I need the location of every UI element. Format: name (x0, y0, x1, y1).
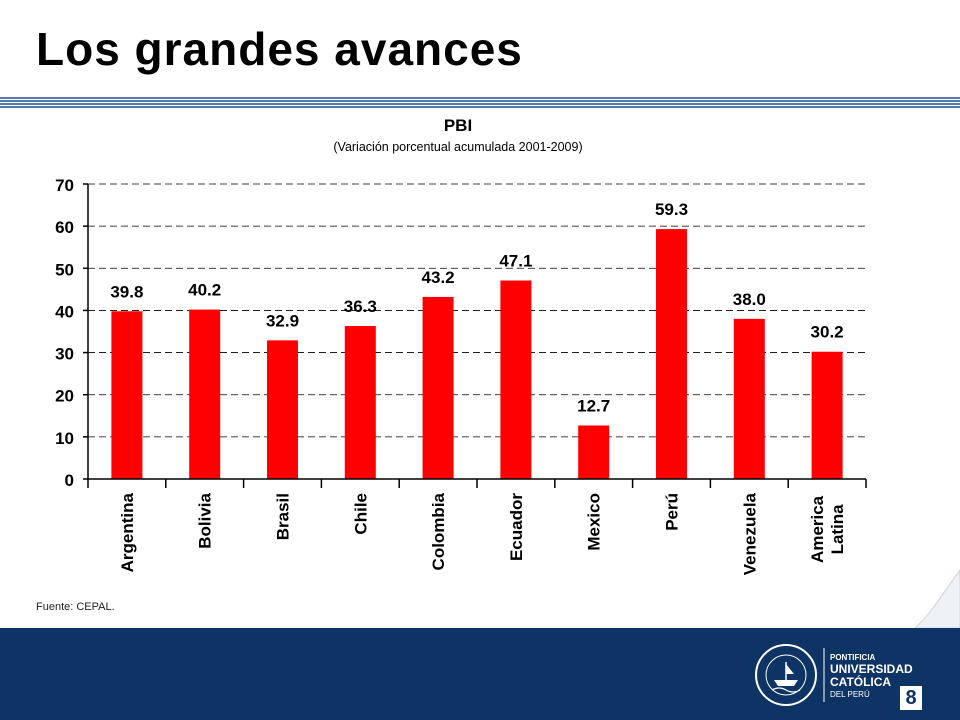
category-label: Mexico (585, 493, 604, 551)
bar (500, 280, 532, 479)
category-label-line: Perú (663, 493, 682, 531)
footer-band (0, 628, 960, 720)
gridlines (88, 183, 866, 438)
category-label-line: Venezuela (740, 492, 759, 575)
university-line4: DEL PERÚ (830, 690, 870, 699)
bar (578, 425, 610, 479)
data-label: 43.2 (422, 268, 455, 287)
university-line2: UNIVERSIDAD (830, 662, 913, 676)
category-label-text: Bolivia (196, 492, 215, 548)
category-label-line: Mexico (585, 493, 604, 551)
data-label: 40.2 (188, 281, 221, 300)
category-label-line: Latina (828, 504, 847, 555)
y-tick-label: 70 (55, 176, 74, 195)
title-rule (0, 97, 960, 108)
bar (344, 326, 376, 479)
data-label: 39.8 (110, 282, 143, 301)
category-label: Bolivia (196, 492, 215, 548)
y-tick-label: 30 (55, 345, 74, 364)
category-label-line: America (808, 495, 827, 563)
university-line1: PONTIFICIA (830, 653, 876, 662)
bars (111, 229, 843, 479)
category-label: Chile (351, 493, 370, 535)
source-note: Fuente: CEPAL. (36, 601, 115, 613)
y-tick-label: 50 (55, 260, 74, 279)
value-labels: 39.8 40.2 32.9 36.3 43.2 47.1 12.7 59.3 38.0 30.2 (110, 200, 843, 415)
bar (189, 309, 221, 479)
university-line3: CATÓLICA (830, 674, 891, 689)
university-logo: PONTIFICIA UNIVERSIDAD CATÓLICA DEL PERÚ (755, 644, 913, 706)
category-label-text: Colombia (429, 492, 448, 570)
category-label-text: Ecuador (507, 493, 526, 561)
bar (733, 318, 765, 479)
category-label: Colombia (429, 492, 448, 570)
category-label-text: Perú (663, 493, 682, 531)
data-label: 38.0 (733, 290, 766, 309)
y-tick-label: 20 (55, 387, 74, 406)
y-tick-label: 0 (65, 471, 74, 490)
category-labels: Argentina Bolivia Brasil Chile Colombia Ecuad… (118, 492, 847, 575)
category-label: AmericaLatina (808, 495, 847, 563)
category-label-line: Chile (351, 493, 370, 535)
slide-title: Los grandes avances (36, 23, 523, 75)
category-label-line: Ecuador (507, 493, 526, 561)
page-number: 8 (900, 686, 922, 710)
y-tick-label: 60 (55, 218, 74, 237)
data-label: 32.9 (266, 311, 299, 330)
data-label: 30.2 (811, 323, 844, 342)
category-label: Ecuador (507, 493, 526, 561)
chart-title: PBI (444, 116, 472, 135)
bar (267, 340, 298, 479)
chart-subtitle: (Variación porcentual acumulada 2001-200… (333, 140, 582, 154)
bar (422, 296, 454, 479)
data-label: 47.1 (499, 252, 532, 271)
bar-chart: PBI (Variación porcentual acumulada 2001… (55, 116, 867, 575)
category-label-line: Bolivia (196, 492, 215, 548)
category-label: Venezuela (740, 492, 759, 575)
category-label: Brasil (274, 493, 293, 540)
category-label-text: AmericaLatina (808, 495, 847, 563)
y-tick-labels: 0 10 20 30 40 50 60 70 (55, 176, 74, 490)
category-label-line: Colombia (429, 492, 448, 570)
bar (811, 351, 843, 479)
category-label-text: Brasil (274, 493, 293, 540)
category-label: Perú (663, 493, 682, 531)
y-tick-label: 10 (55, 429, 74, 448)
data-label: 36.3 (344, 297, 377, 316)
category-label-text: Venezuela (740, 492, 759, 575)
category-label: Argentina (118, 492, 137, 572)
category-label-text: Mexico (585, 493, 604, 551)
bar (656, 229, 687, 479)
decorative-swoosh (913, 569, 960, 629)
category-label-text: Chile (351, 493, 370, 535)
category-label-line: Brasil (274, 493, 293, 540)
bar (111, 311, 143, 479)
data-label: 12.7 (577, 396, 610, 415)
axes (83, 183, 867, 488)
y-tick-label: 40 (55, 302, 74, 321)
university-seal-icon (755, 644, 817, 706)
category-label-text: Argentina (118, 492, 137, 572)
category-label-line: Argentina (118, 492, 137, 572)
data-label: 59.3 (655, 200, 688, 219)
